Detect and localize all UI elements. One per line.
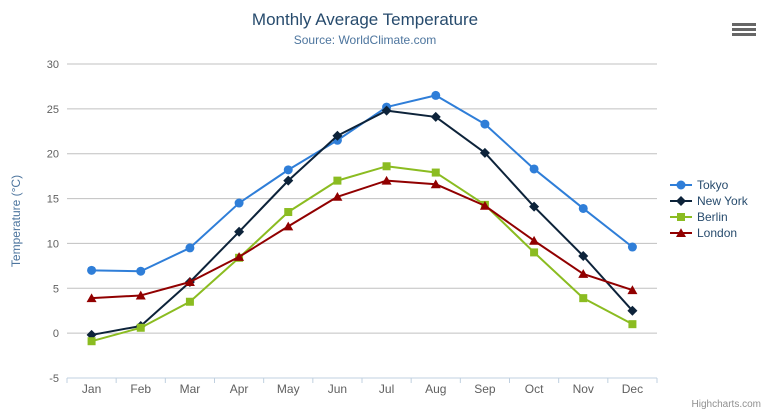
x-axis-label: Jul	[379, 382, 394, 396]
data-point	[676, 180, 686, 190]
data-point[interactable]	[234, 252, 245, 261]
hamburger-menu-icon	[732, 22, 756, 36]
data-point[interactable]	[283, 175, 294, 186]
x-axis-label: Oct	[525, 382, 544, 396]
data-point[interactable]	[529, 164, 539, 174]
data-point[interactable]	[234, 226, 245, 237]
data-point[interactable]	[430, 111, 441, 122]
legend-label: Tokyo	[697, 178, 729, 192]
y-axis-label: 5	[53, 283, 59, 295]
legend-marker-square-icon	[670, 213, 692, 221]
legend-marker-diamond-icon	[670, 196, 692, 206]
chart-subtitle: Source: WorldClimate.com	[293, 33, 437, 47]
data-point[interactable]	[627, 305, 638, 316]
data-point[interactable]	[86, 293, 97, 303]
data-point[interactable]	[381, 175, 392, 185]
data-point[interactable]	[431, 168, 440, 177]
data-point[interactable]	[627, 285, 638, 295]
legend-item-tokyo[interactable]: Tokyo	[670, 177, 748, 193]
data-point[interactable]	[283, 165, 293, 175]
data-point[interactable]	[136, 266, 146, 276]
data-point[interactable]	[332, 191, 343, 201]
legend-label: London	[697, 226, 738, 240]
data-point[interactable]	[479, 147, 490, 158]
data-point	[676, 196, 686, 206]
x-axis-label: Aug	[425, 382, 446, 396]
data-point[interactable]	[578, 269, 589, 278]
data-point[interactable]	[431, 90, 441, 100]
series-line	[90, 165, 634, 343]
legend-marker-triangle-icon	[670, 228, 692, 237]
data-point[interactable]	[185, 297, 194, 306]
data-point[interactable]	[627, 242, 637, 252]
x-axis-label: Jun	[328, 382, 347, 396]
data-point[interactable]	[628, 320, 637, 329]
data-point[interactable]	[530, 248, 539, 257]
series-berlin	[87, 162, 637, 346]
credits-link[interactable]: Highcharts.com	[691, 399, 761, 410]
data-point[interactable]	[87, 337, 96, 346]
series-tokyo	[87, 90, 637, 276]
x-axis-label: Jan	[82, 382, 101, 396]
legend-marker-circle-icon	[670, 180, 692, 190]
series-line	[90, 109, 634, 336]
x-axis-label: Nov	[573, 382, 594, 396]
x-axis-label: Dec	[622, 382, 643, 396]
data-point[interactable]	[332, 130, 343, 141]
data-point[interactable]	[578, 250, 589, 261]
data-point[interactable]	[87, 265, 97, 275]
data-point	[676, 228, 686, 237]
y-axis-label: 0	[53, 328, 59, 340]
export-menu-button[interactable]	[730, 19, 758, 39]
data-point[interactable]	[284, 208, 293, 217]
data-point[interactable]	[234, 198, 244, 208]
y-axis-title: Temperature (°C)	[9, 175, 23, 267]
series-line	[90, 179, 634, 300]
series-line	[90, 94, 634, 273]
legend-item-new-york[interactable]: New York	[670, 193, 748, 209]
legend-item-berlin[interactable]: Berlin	[670, 209, 748, 225]
data-point[interactable]	[283, 221, 294, 231]
y-axis-label: 15	[47, 194, 59, 206]
data-point[interactable]	[479, 200, 490, 210]
data-point[interactable]	[333, 176, 342, 185]
y-axis-label: 20	[47, 149, 59, 161]
y-axis-label: 25	[47, 104, 59, 116]
data-point[interactable]	[430, 179, 441, 189]
y-axis-label: 10	[47, 238, 59, 250]
series-london	[86, 175, 638, 303]
y-axis-label: 30	[47, 59, 59, 71]
x-axis-label: Mar	[180, 382, 201, 396]
legend: Tokyo New York Berlin London	[670, 177, 748, 241]
data-point[interactable]	[185, 243, 195, 253]
data-point[interactable]	[529, 201, 540, 212]
data-point[interactable]	[529, 235, 540, 245]
x-axis-label: Sep	[474, 382, 496, 396]
data-point[interactable]	[480, 119, 490, 129]
x-axis-label: Feb	[130, 382, 151, 396]
legend-item-london[interactable]: London	[670, 225, 748, 241]
legend-label: Berlin	[697, 210, 728, 224]
data-point[interactable]	[382, 162, 391, 171]
x-axis-label: May	[277, 382, 300, 396]
data-point[interactable]	[381, 105, 392, 116]
y-axis-label: -5	[49, 373, 59, 385]
chart-title: Monthly Average Temperature	[251, 10, 479, 29]
data-point[interactable]	[578, 203, 588, 213]
data-point[interactable]	[184, 277, 195, 287]
x-axis-label: Apr	[230, 382, 249, 396]
legend-label: New York	[697, 194, 748, 208]
data-point	[677, 213, 685, 221]
data-point[interactable]	[136, 323, 145, 332]
data-point[interactable]	[579, 294, 588, 303]
series-new-york	[86, 105, 638, 340]
data-point[interactable]	[135, 290, 146, 300]
